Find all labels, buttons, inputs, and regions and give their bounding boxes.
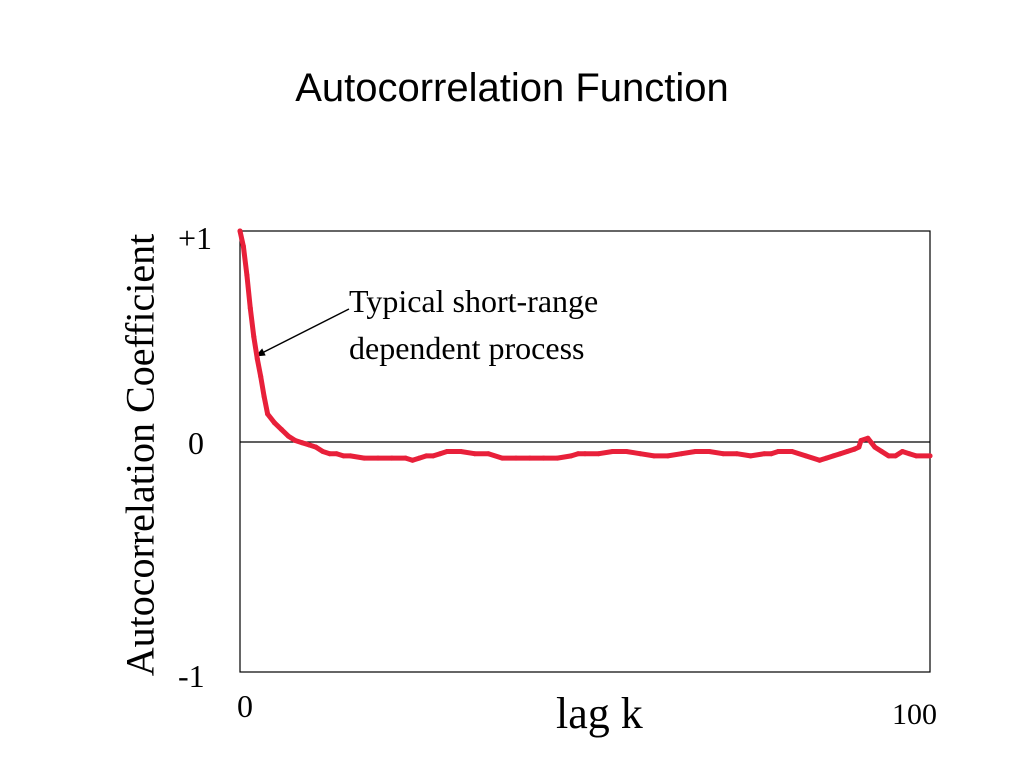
acf-data-point: [513, 455, 519, 461]
acf-data-point: [575, 451, 581, 457]
acf-data-point: [430, 453, 436, 459]
acf-data-point: [499, 455, 505, 461]
acf-data-point: [278, 426, 284, 432]
acf-data-point: [334, 451, 340, 457]
acf-data-point: [292, 438, 298, 443]
acf-data-point: [665, 453, 671, 459]
acf-data-point: [458, 449, 464, 454]
acf-data-point: [734, 451, 740, 457]
acf-data-point: [906, 451, 912, 457]
acf-data-point: [679, 451, 685, 457]
acf-data-point: [361, 455, 367, 461]
acf-data-point: [444, 449, 450, 454]
acf-data-point: [541, 455, 547, 461]
acf-data-point: [913, 453, 919, 459]
acf-data-point: [423, 453, 429, 459]
acf-data-point: [244, 272, 250, 278]
acf-data-point: [637, 451, 643, 457]
acf-data-point: [858, 438, 864, 443]
acf-data-point: [851, 446, 857, 452]
acf-data-point: [899, 449, 905, 454]
acf-data-point: [692, 449, 698, 454]
acf-data-point: [706, 449, 712, 454]
acf-data-point: [554, 455, 560, 461]
acf-data-point: [313, 444, 319, 450]
acf-data-point: [817, 457, 823, 463]
acf-data-point: [623, 449, 629, 454]
acf-data-point: [258, 374, 264, 379]
acf-data-point: [347, 453, 353, 459]
acf-data-point: [237, 228, 243, 234]
x-tick-label-0: 0: [237, 688, 253, 724]
acf-data-point: [254, 356, 260, 362]
acf-data-point: [837, 451, 843, 457]
acf-data-point: [341, 453, 346, 459]
acf-data-point: [879, 449, 885, 454]
acf-data-point: [299, 440, 305, 446]
acf-data-point: [327, 451, 333, 457]
plot-frame: [239, 230, 931, 673]
annotation-line-1: Typical short-range: [349, 283, 599, 319]
acf-data-point: [527, 455, 533, 461]
acf-data-point: [865, 435, 871, 441]
acf-data-point: [261, 393, 267, 399]
acf-series-line: [237, 228, 933, 463]
acf-data-point: [824, 455, 829, 461]
acf-data-point: [240, 243, 246, 249]
acf-data-point: [775, 449, 781, 454]
y-tick-label-0: 0: [188, 425, 204, 461]
acf-data-point: [803, 453, 809, 459]
y-tick-label-minus-1: -1: [178, 658, 205, 694]
acf-data-point: [403, 455, 409, 461]
acf-data-point: [720, 451, 726, 457]
acf-data-point: [610, 449, 616, 454]
acf-data-point: [306, 442, 312, 448]
acf-data-point: [285, 433, 291, 439]
acf-data-point: [761, 451, 767, 457]
acf-data-point: [768, 451, 774, 457]
acf-data-point: [927, 453, 933, 459]
acf-data-point: [844, 449, 850, 454]
acf-data-point: [410, 457, 415, 463]
y-tick-label-plus-1: +1: [178, 220, 213, 256]
x-tick-label-100: 100: [892, 698, 937, 731]
annotation-arrow: [255, 308, 350, 357]
acf-data-point: [886, 453, 892, 459]
acf-data-point: [265, 411, 271, 417]
acf-data-point: [416, 455, 422, 461]
acf-data-point: [247, 305, 253, 311]
annotation-line-2: dependent process: [349, 330, 585, 366]
acf-data-point: [472, 451, 478, 457]
acf-data-point: [872, 444, 878, 450]
acf-data-point: [389, 455, 395, 461]
acf-data-point: [596, 451, 602, 457]
acf-data-point: [651, 453, 657, 459]
acf-data-point: [582, 451, 588, 457]
acf-data-point: [375, 455, 381, 461]
chart-title: Autocorrelation Function: [295, 66, 729, 110]
acf-data-point: [748, 453, 754, 459]
acf-data-point: [437, 451, 443, 457]
acf-data-point: [789, 449, 795, 454]
acf-data-point: [320, 449, 326, 454]
acf-data-point: [485, 451, 491, 457]
series-layer: [237, 228, 933, 463]
x-axis-label: lag k: [556, 689, 643, 738]
acf-data-point: [568, 453, 574, 459]
acf-data-point: [893, 453, 898, 459]
annotation-text: Typical short-range dependent process: [349, 278, 598, 372]
acf-data-point: [830, 453, 836, 459]
acf-data-point: [272, 420, 277, 426]
acf-data-point: [251, 334, 257, 340]
acf-data-point: [856, 444, 862, 450]
